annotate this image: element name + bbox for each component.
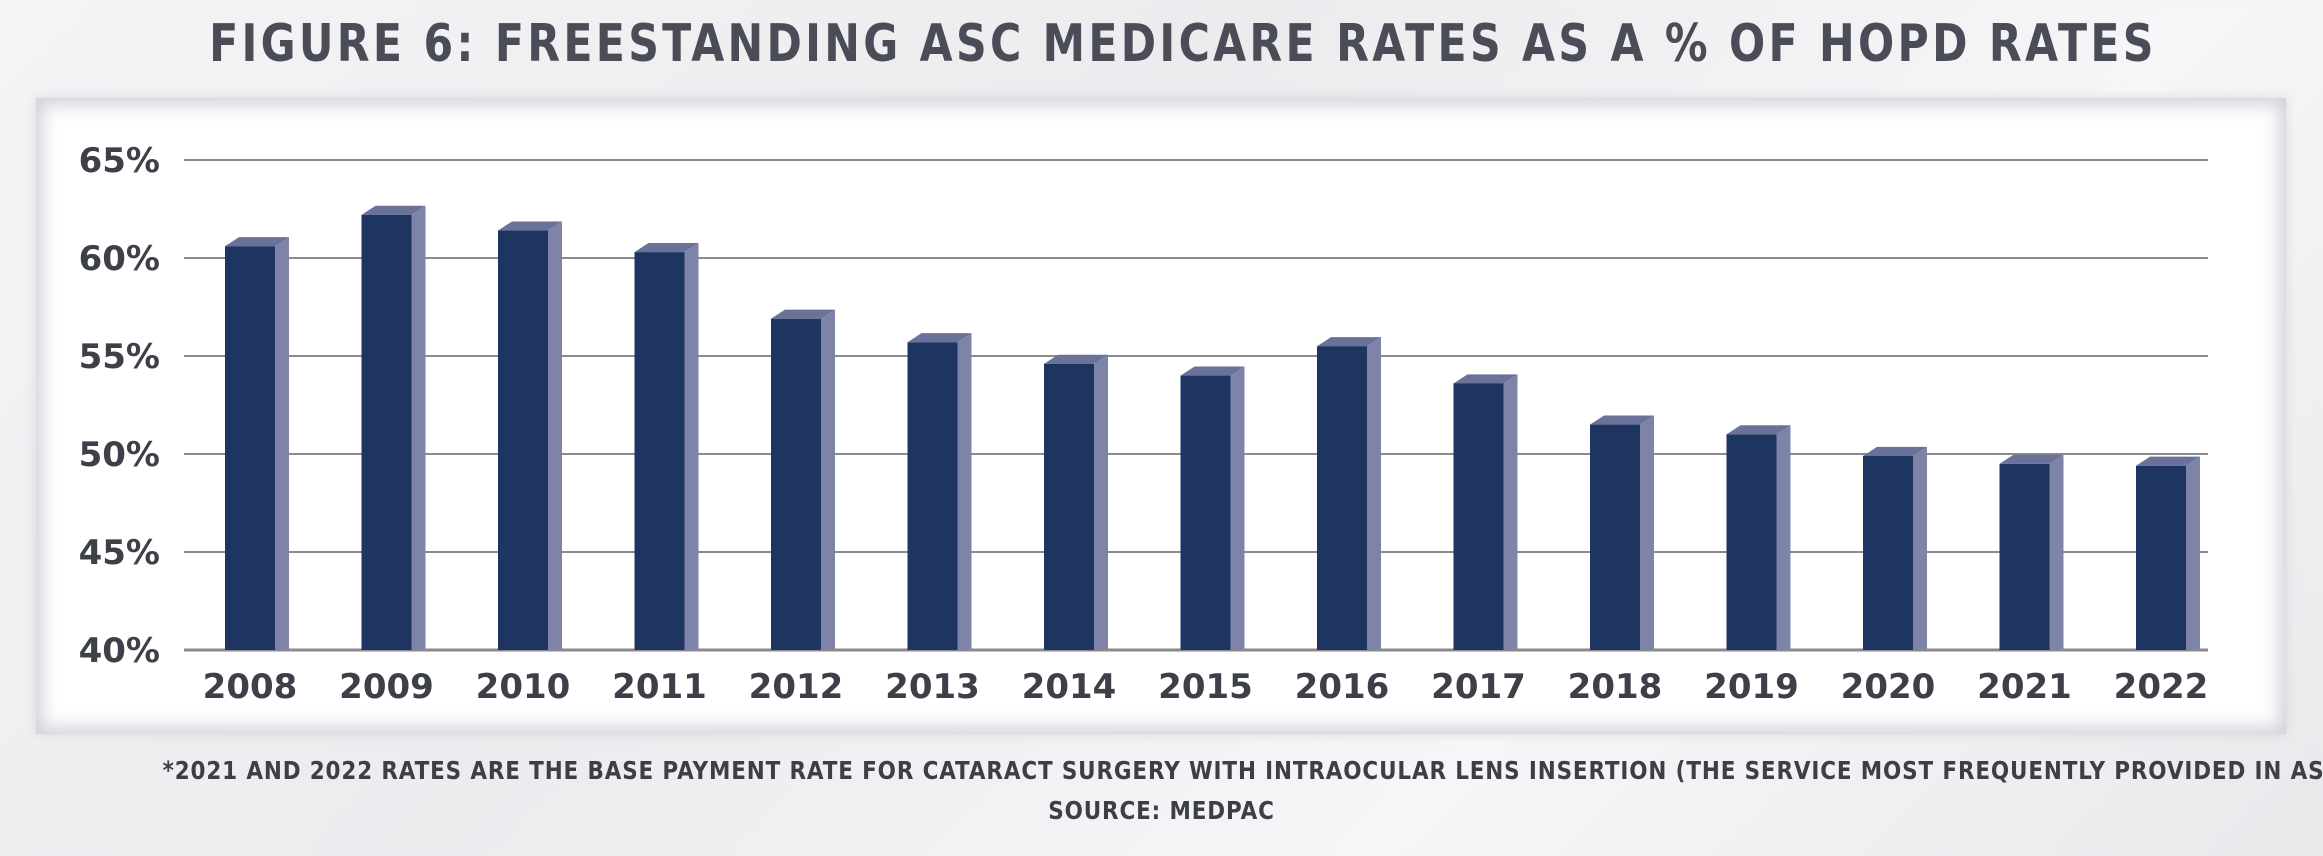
bar bbox=[1863, 455, 1913, 650]
x-tick-label: 2017 bbox=[1431, 667, 1526, 707]
bar bbox=[1180, 375, 1231, 650]
bar-side bbox=[548, 221, 562, 650]
bar bbox=[1453, 383, 1504, 650]
y-tick-label: 45% bbox=[79, 533, 160, 573]
bar-top bbox=[2136, 456, 2200, 466]
x-tick-label: 2013 bbox=[885, 667, 980, 707]
bar-side bbox=[1230, 366, 1245, 650]
bar-side bbox=[684, 243, 699, 650]
x-tick-label: 2021 bbox=[1977, 667, 2072, 707]
bar-top bbox=[1999, 454, 2064, 464]
bar bbox=[1726, 434, 1777, 650]
bar bbox=[498, 230, 548, 650]
chart-panel: 65% 60% 55% 50% 45% 40% 2008 2009 2010 2011 2012 20… bbox=[36, 98, 2286, 734]
bar bbox=[1317, 346, 1367, 650]
bar-top bbox=[361, 205, 426, 215]
bar-chart: 65% 60% 55% 50% 45% 40% 2008 2009 2010 2011 2012 20… bbox=[79, 141, 2209, 707]
y-tick-label: 50% bbox=[79, 435, 160, 475]
bar bbox=[1999, 463, 2050, 650]
x-tick-label: 2011 bbox=[612, 667, 707, 707]
bar-side bbox=[2049, 454, 2064, 650]
bar bbox=[2136, 465, 2186, 650]
source-note: SOURCE: MEDPAC bbox=[1048, 796, 1275, 825]
x-tick-label: 2019 bbox=[1704, 667, 1799, 707]
bar-side bbox=[957, 333, 972, 650]
bar-side bbox=[275, 237, 289, 650]
x-tick-label: 2015 bbox=[1158, 667, 1253, 707]
y-tick-label: 40% bbox=[79, 631, 160, 671]
bar bbox=[771, 318, 821, 650]
bar-top bbox=[1863, 446, 1927, 456]
bar bbox=[1590, 424, 1640, 650]
y-tick-label: 60% bbox=[79, 239, 160, 279]
footnote: *2021 AND 2022 RATES ARE THE BASE PAYMEN… bbox=[162, 756, 2323, 785]
bar-side bbox=[1776, 425, 1791, 650]
bar-side bbox=[1367, 337, 1381, 650]
bar bbox=[361, 214, 412, 650]
bar bbox=[1044, 363, 1094, 650]
bar-top bbox=[1180, 366, 1245, 376]
bar-top bbox=[1726, 425, 1791, 435]
bar-side bbox=[821, 309, 835, 650]
bar-top bbox=[907, 333, 972, 343]
bar bbox=[634, 252, 685, 650]
bar-side bbox=[411, 205, 426, 650]
x-tick-label: 2022 bbox=[2114, 667, 2209, 707]
x-tick-label: 2012 bbox=[749, 667, 844, 707]
bar-side bbox=[1094, 354, 1108, 650]
bar-side bbox=[1913, 446, 1927, 650]
bar bbox=[225, 246, 275, 651]
chart-title: FIGURE 6: FREESTANDING ASC MEDICARE RATE… bbox=[209, 14, 2157, 74]
bar-side bbox=[1640, 415, 1654, 650]
x-tick-label: 2016 bbox=[1295, 667, 1390, 707]
x-tick-label: 2010 bbox=[476, 667, 571, 707]
bar-top bbox=[1044, 354, 1108, 364]
bar-top bbox=[1590, 415, 1654, 425]
bar-side bbox=[2186, 456, 2200, 650]
bar-top bbox=[634, 243, 699, 253]
x-tick-label: 2014 bbox=[1022, 667, 1117, 707]
bar-top bbox=[771, 309, 835, 319]
x-tick-label: 2020 bbox=[1841, 667, 1936, 707]
y-tick-label: 55% bbox=[79, 337, 160, 377]
x-tick-label: 2018 bbox=[1568, 667, 1663, 707]
x-tick-label: 2009 bbox=[339, 667, 434, 707]
x-tick-label: 2008 bbox=[203, 667, 298, 707]
bar-top bbox=[1453, 374, 1518, 384]
bar-top bbox=[498, 221, 562, 231]
y-tick-label: 65% bbox=[79, 141, 160, 181]
bar-top bbox=[1317, 337, 1381, 347]
bar-top bbox=[225, 237, 289, 247]
bar bbox=[907, 342, 958, 650]
bar-side bbox=[1503, 374, 1518, 650]
